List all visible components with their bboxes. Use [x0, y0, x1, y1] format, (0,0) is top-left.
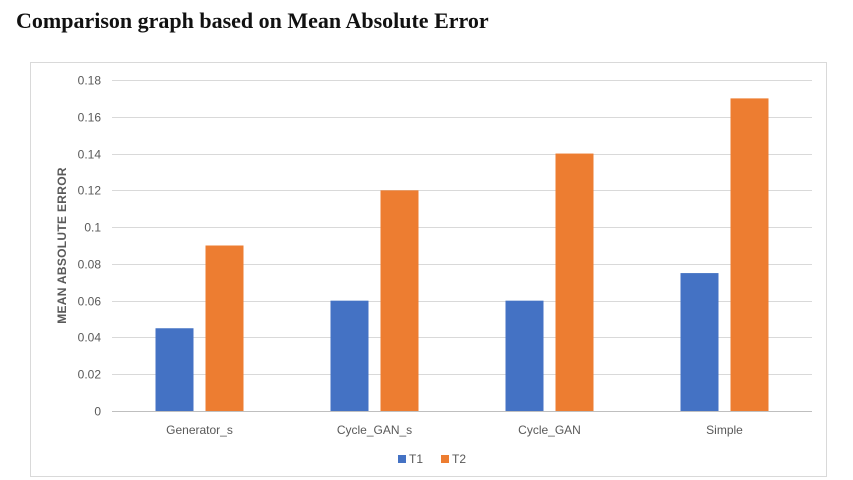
x-tick-label: Cycle_GAN [518, 423, 581, 437]
legend-label-t2: T2 [452, 452, 466, 466]
bar-t1-generator-s [155, 328, 194, 411]
y-tick-label: 0.02 [78, 368, 102, 382]
y-tick-label: 0 [94, 405, 101, 419]
legend-swatch-t2 [441, 455, 449, 463]
page-title: Comparison graph based on Mean Absolute … [16, 8, 489, 33]
bar-t1-simple [680, 273, 719, 411]
chart-frame [30, 62, 827, 477]
y-tick-label: 0.06 [78, 295, 102, 309]
bar-t1-cycle-gan [505, 300, 544, 411]
bar-t1-cycle-gan-s [330, 300, 369, 411]
x-tick-label: Generator_s [166, 423, 233, 437]
x-tick-label: Cycle_GAN_s [337, 423, 412, 437]
y-tick-label: 0.16 [78, 111, 102, 125]
y-tick-label: 0.18 [78, 74, 102, 88]
bar-t2-cycle-gan [555, 153, 594, 412]
legend-label-t1: T1 [409, 452, 423, 466]
y-axis-title: MEAN ABSOLUTE ERROR [55, 167, 69, 324]
x-tick-label: Simple [706, 423, 743, 437]
y-tick-label: 0.08 [78, 258, 102, 272]
y-tick-label: 0.14 [78, 148, 102, 162]
legend-swatch-t1 [398, 455, 406, 463]
bar-t2-cycle-gan-s [380, 190, 419, 411]
y-tick-label: 0.12 [78, 184, 102, 198]
bar-t2-generator-s [205, 245, 244, 411]
y-tick-label: 0.1 [84, 221, 101, 235]
y-tick-label: 0.04 [78, 331, 102, 345]
bar-t2-simple [730, 98, 769, 411]
